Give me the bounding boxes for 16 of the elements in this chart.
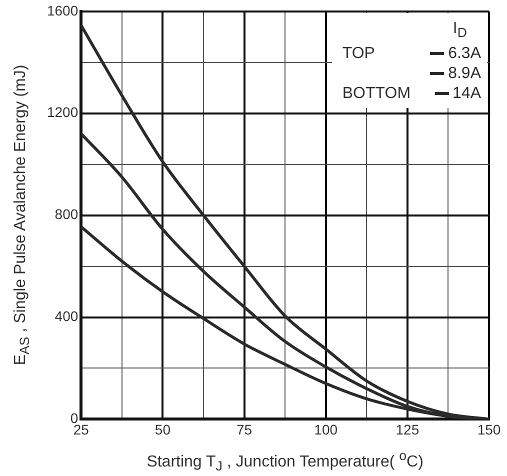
x-tick-label: 150	[477, 421, 501, 438]
annotation: BOTTOM	[342, 84, 411, 104]
legend-label: 8.9A	[448, 64, 481, 84]
x-axis-title: Starting T$_{J}$ , Junction Temperature( $^{o}$C)	[146, 448, 424, 474]
x-tick-label: 75	[236, 421, 252, 438]
x-tick-label: 50	[154, 421, 171, 438]
annotation: TOP	[342, 44, 375, 64]
y-tick-label: 1600	[46, 2, 78, 18]
y-tick-label: 1200	[46, 104, 78, 120]
y-tick-label: 400	[54, 308, 78, 324]
y-tick-label: 800	[54, 206, 78, 222]
x-tick-label: 100	[314, 421, 338, 438]
legend-label: 14A	[452, 84, 481, 104]
x-tick-label: 125	[396, 421, 420, 438]
legend-title: I$_{D}$	[452, 19, 468, 43]
legend-label: 6.3A	[448, 44, 481, 64]
